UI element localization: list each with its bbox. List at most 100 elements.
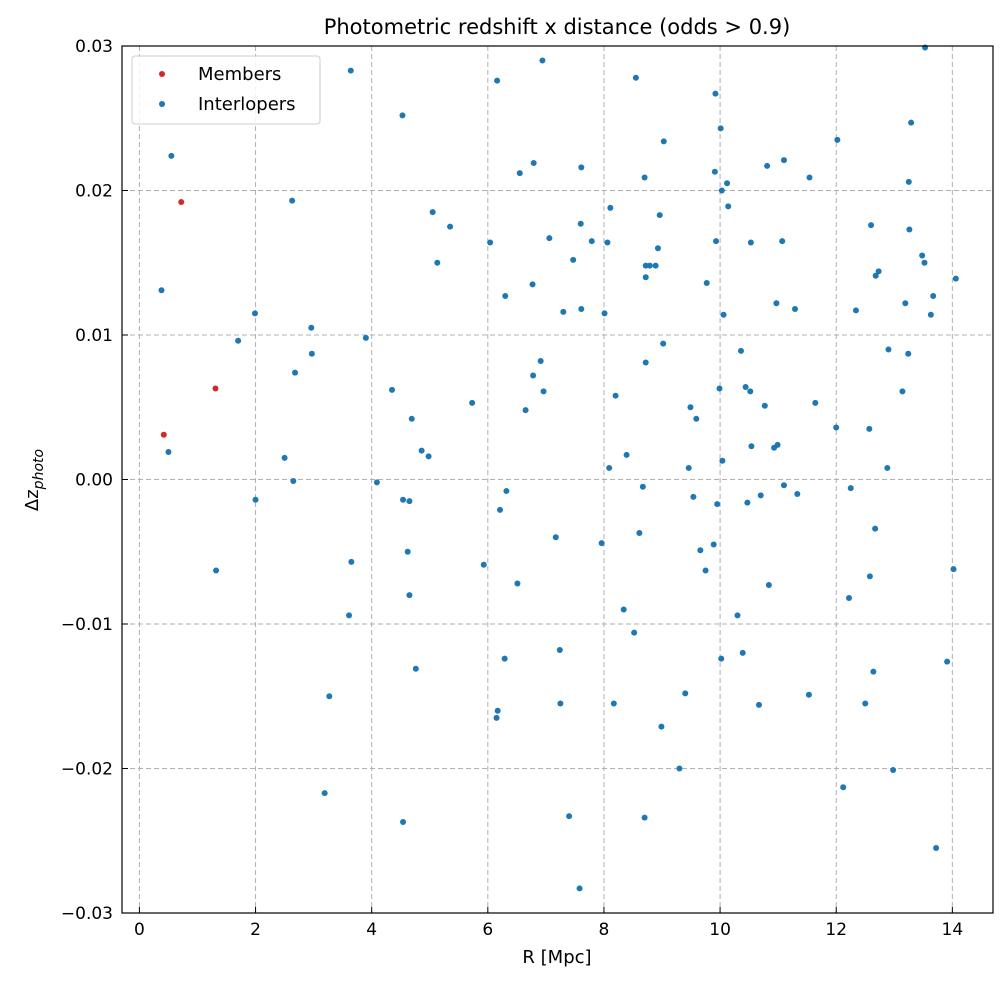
data-point-interlopers <box>501 655 508 662</box>
data-point-interlopers <box>494 77 501 84</box>
data-point-interlopers <box>588 238 595 245</box>
data-point-interlopers <box>716 385 723 392</box>
data-point-interlopers <box>576 885 583 892</box>
data-point-interlopers <box>494 707 501 714</box>
data-point-interlopers <box>289 197 296 204</box>
data-point-interlopers <box>899 388 906 395</box>
data-point-interlopers <box>870 668 877 675</box>
data-point-interlopers <box>744 499 751 506</box>
x-tick-label: 14 <box>942 920 964 940</box>
data-point-interlopers <box>578 164 585 171</box>
data-point-interlopers <box>794 490 801 497</box>
data-point-interlopers <box>764 162 771 169</box>
data-point-interlopers <box>905 178 912 185</box>
data-point-interlopers <box>833 424 840 431</box>
data-point-interlopers <box>773 300 780 307</box>
data-point-interlopers <box>922 44 929 51</box>
data-point-interlopers <box>717 125 724 132</box>
data-point-interlopers <box>469 399 476 406</box>
data-point-interlopers <box>791 305 798 312</box>
y-axis-label: Δzphoto <box>22 449 47 511</box>
data-point-interlopers <box>718 655 725 662</box>
data-point-interlopers <box>710 541 717 548</box>
data-point-interlopers <box>557 700 564 707</box>
x-tick-label: 8 <box>599 920 610 940</box>
data-point-interlopers <box>866 425 873 432</box>
data-point-interlopers <box>866 573 873 580</box>
x-tick-label: 12 <box>825 920 847 940</box>
data-point-interlopers <box>529 281 536 288</box>
data-point-interlopers <box>872 525 879 532</box>
data-point-interlopers <box>712 90 719 97</box>
data-point-interlopers <box>834 136 841 143</box>
data-point-interlopers <box>412 665 419 672</box>
data-point-interlopers <box>570 256 577 263</box>
data-point-members <box>212 385 219 392</box>
y-tick-label: −0.01 <box>61 615 113 635</box>
data-point-interlopers <box>503 488 510 495</box>
data-point-interlopers <box>806 174 813 181</box>
data-point-interlopers <box>757 492 764 499</box>
data-point-interlopers <box>632 74 639 81</box>
legend: Members Interlopers <box>131 55 321 125</box>
data-point-interlopers <box>606 464 613 471</box>
data-point-interlopers <box>862 700 869 707</box>
data-point-interlopers <box>908 119 915 126</box>
data-point-interlopers <box>693 415 700 422</box>
x-tick-label: 10 <box>709 920 731 940</box>
data-point-interlopers <box>566 813 573 820</box>
data-point-interlopers <box>845 594 852 601</box>
data-point-interlopers <box>399 112 406 119</box>
y-axis-label-subscript: photo <box>31 449 47 490</box>
data-point-interlopers <box>326 693 333 700</box>
data-point-interlopers <box>734 612 741 619</box>
x-axis-ticks: 0 2 4 6 8 10 12 14 <box>134 907 963 940</box>
data-point-interlopers <box>755 701 762 708</box>
data-point-interlopers <box>780 482 787 489</box>
data-point-interlopers <box>919 252 926 259</box>
legend-label-interlopers: Interlopers <box>198 94 296 115</box>
data-point-interlopers <box>852 307 859 314</box>
data-point-interlopers <box>418 447 425 454</box>
data-point-interlopers <box>348 558 355 565</box>
data-point-members <box>178 199 185 206</box>
data-point-interlopers <box>952 275 959 282</box>
data-point-members <box>160 431 167 438</box>
data-point-interlopers <box>642 359 649 366</box>
data-point-interlopers <box>487 239 494 246</box>
data-point-interlopers <box>656 212 663 219</box>
data-point-interlopers <box>765 581 772 588</box>
data-point-interlopers <box>950 566 957 573</box>
data-point-interlopers <box>697 547 704 554</box>
data-point-interlopers <box>902 300 909 307</box>
data-point-interlopers <box>933 844 940 851</box>
data-point-interlopers <box>641 814 648 821</box>
data-point-interlopers <box>747 239 754 246</box>
y-tick-label: −0.02 <box>61 760 113 780</box>
data-point-interlopers <box>290 477 297 484</box>
data-point-interlopers <box>604 239 611 246</box>
data-point-interlopers <box>774 441 781 448</box>
data-point-interlopers <box>739 649 746 656</box>
x-axis-label: R [Mpc] <box>522 947 591 968</box>
x-tick-label: 4 <box>366 920 377 940</box>
data-point-interlopers <box>292 369 299 376</box>
data-point-interlopers <box>373 479 380 486</box>
data-point-interlopers <box>480 561 487 568</box>
data-point-interlopers <box>235 337 242 344</box>
y-tick-label: 0.03 <box>75 37 113 57</box>
data-point-interlopers <box>714 501 721 508</box>
legend-marker-interlopers <box>159 101 165 107</box>
data-point-interlopers <box>213 567 220 574</box>
y-tick-label: 0.02 <box>75 182 113 202</box>
data-point-interlopers <box>168 152 175 159</box>
data-point-interlopers <box>165 449 172 456</box>
data-point-interlopers <box>631 629 638 636</box>
y-axis-ticks: −0.03 −0.02 −0.01 0.00 0.01 0.02 0.03 <box>61 37 128 924</box>
chart-title: Photometric redshift x distance (odds > … <box>324 15 791 39</box>
data-point-interlopers <box>840 784 847 791</box>
data-point-interlopers <box>537 358 544 365</box>
data-point-interlopers <box>389 386 396 393</box>
data-point-interlopers <box>742 384 749 391</box>
data-point-interlopers <box>654 245 661 252</box>
